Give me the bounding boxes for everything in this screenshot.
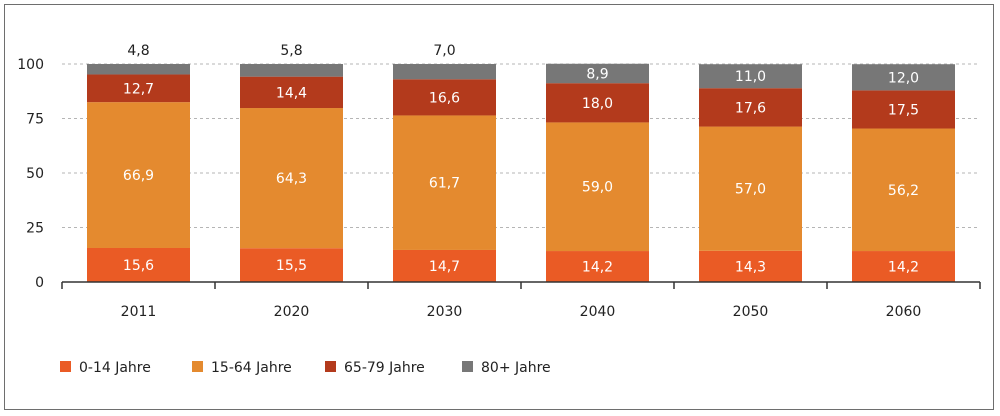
bar-value-label: 17,5 xyxy=(888,102,919,118)
legend-item: 15-64 Jahre xyxy=(192,360,292,376)
bar-value-label: 64,3 xyxy=(276,171,307,187)
y-tick-label: 25 xyxy=(26,221,44,237)
bar-segment xyxy=(546,122,649,252)
x-category-label: 2040 xyxy=(580,304,616,320)
bar-segment xyxy=(240,248,343,282)
grid-lines xyxy=(62,63,980,228)
bar-segment xyxy=(852,90,955,129)
legend-item: 65-79 Jahre xyxy=(325,360,425,376)
legend-item: 80+ Jahre xyxy=(462,360,551,376)
bar-value-label: 57,0 xyxy=(735,182,766,198)
bar-value-label: 16,6 xyxy=(429,90,460,106)
bar-value-label: 14,7 xyxy=(429,259,460,275)
bar-value-label: 14,4 xyxy=(276,85,307,101)
bar-value-label: 11,0 xyxy=(735,69,766,85)
bar-value-label: 66,9 xyxy=(123,168,154,184)
legend-label: 0-14 Jahre xyxy=(79,360,151,376)
legend-swatch xyxy=(325,361,336,372)
bar-segment xyxy=(699,250,802,282)
bar-value-label: 59,0 xyxy=(582,180,613,196)
bar-segment xyxy=(546,83,649,123)
bar-value-label: 15,5 xyxy=(276,258,307,274)
legend-swatch xyxy=(60,361,71,372)
bar-segment xyxy=(699,126,802,251)
legend: 0-14 Jahre 15-64 Jahre 65-79 Jahre 80+ Jahr… xyxy=(60,360,551,376)
bar-value-label: 17,6 xyxy=(735,100,766,116)
bars: 15,6 66,9 12,7 4,8 15,5 64,3 14,4 5,8 14,7 61,7 16… xyxy=(87,43,955,282)
bar-segment xyxy=(546,251,649,282)
bar-segment xyxy=(393,64,496,80)
bar-value-label: 14,2 xyxy=(888,260,919,276)
bar-segment xyxy=(699,64,802,89)
legend-label: 65-79 Jahre xyxy=(344,360,425,376)
legend-label: 15-64 Jahre xyxy=(211,360,292,376)
legend-swatch xyxy=(462,361,473,372)
bar-value-label: 5,8 xyxy=(280,43,302,59)
bar-segment xyxy=(393,249,496,282)
bar-value-label: 56,2 xyxy=(888,183,919,199)
bar-value-label: 4,8 xyxy=(127,43,149,59)
bar-segment xyxy=(393,79,496,116)
y-tick-label: 100 xyxy=(17,57,44,73)
bar-segment xyxy=(393,115,496,250)
bar-segment xyxy=(546,63,649,84)
y-tick-label: 0 xyxy=(35,275,44,291)
y-axis: 0 25 50 75 100 xyxy=(17,57,44,291)
bar-segment xyxy=(87,64,190,75)
x-category-label: 2050 xyxy=(733,304,769,320)
x-axis: 2011 2020 2030 2040 2050 2060 xyxy=(61,281,981,320)
bar-segment xyxy=(852,64,955,91)
bar-value-label: 12,0 xyxy=(888,70,919,86)
y-tick-label: 50 xyxy=(26,166,44,182)
bar-value-label: 15,6 xyxy=(123,258,154,274)
bar-value-label: 12,7 xyxy=(123,81,154,97)
x-category-label: 2011 xyxy=(121,304,157,320)
bar-value-label: 61,7 xyxy=(429,176,460,192)
bar-segment xyxy=(87,247,190,282)
bar-segment xyxy=(87,102,190,248)
bar-value-label: 8,9 xyxy=(586,66,608,82)
bar-value-label: 7,0 xyxy=(433,43,455,59)
bar-segment xyxy=(240,108,343,249)
x-category-label: 2020 xyxy=(274,304,310,320)
bar-value-label: 14,2 xyxy=(582,260,613,276)
y-tick-label: 75 xyxy=(26,112,44,128)
bar-segment xyxy=(852,128,955,252)
bar-value-label: 18,0 xyxy=(582,96,613,112)
bar-segment xyxy=(852,251,955,282)
bar-segment xyxy=(240,64,343,77)
bar-segment xyxy=(240,76,343,109)
legend-swatch xyxy=(192,361,203,372)
legend-label: 80+ Jahre xyxy=(481,360,551,376)
x-category-label: 2030 xyxy=(427,304,463,320)
legend-item: 0-14 Jahre xyxy=(60,360,151,376)
x-category-label: 2060 xyxy=(886,304,922,320)
bar-segment xyxy=(699,88,802,127)
bar-value-label: 14,3 xyxy=(735,259,766,275)
bar-segment xyxy=(87,74,190,103)
